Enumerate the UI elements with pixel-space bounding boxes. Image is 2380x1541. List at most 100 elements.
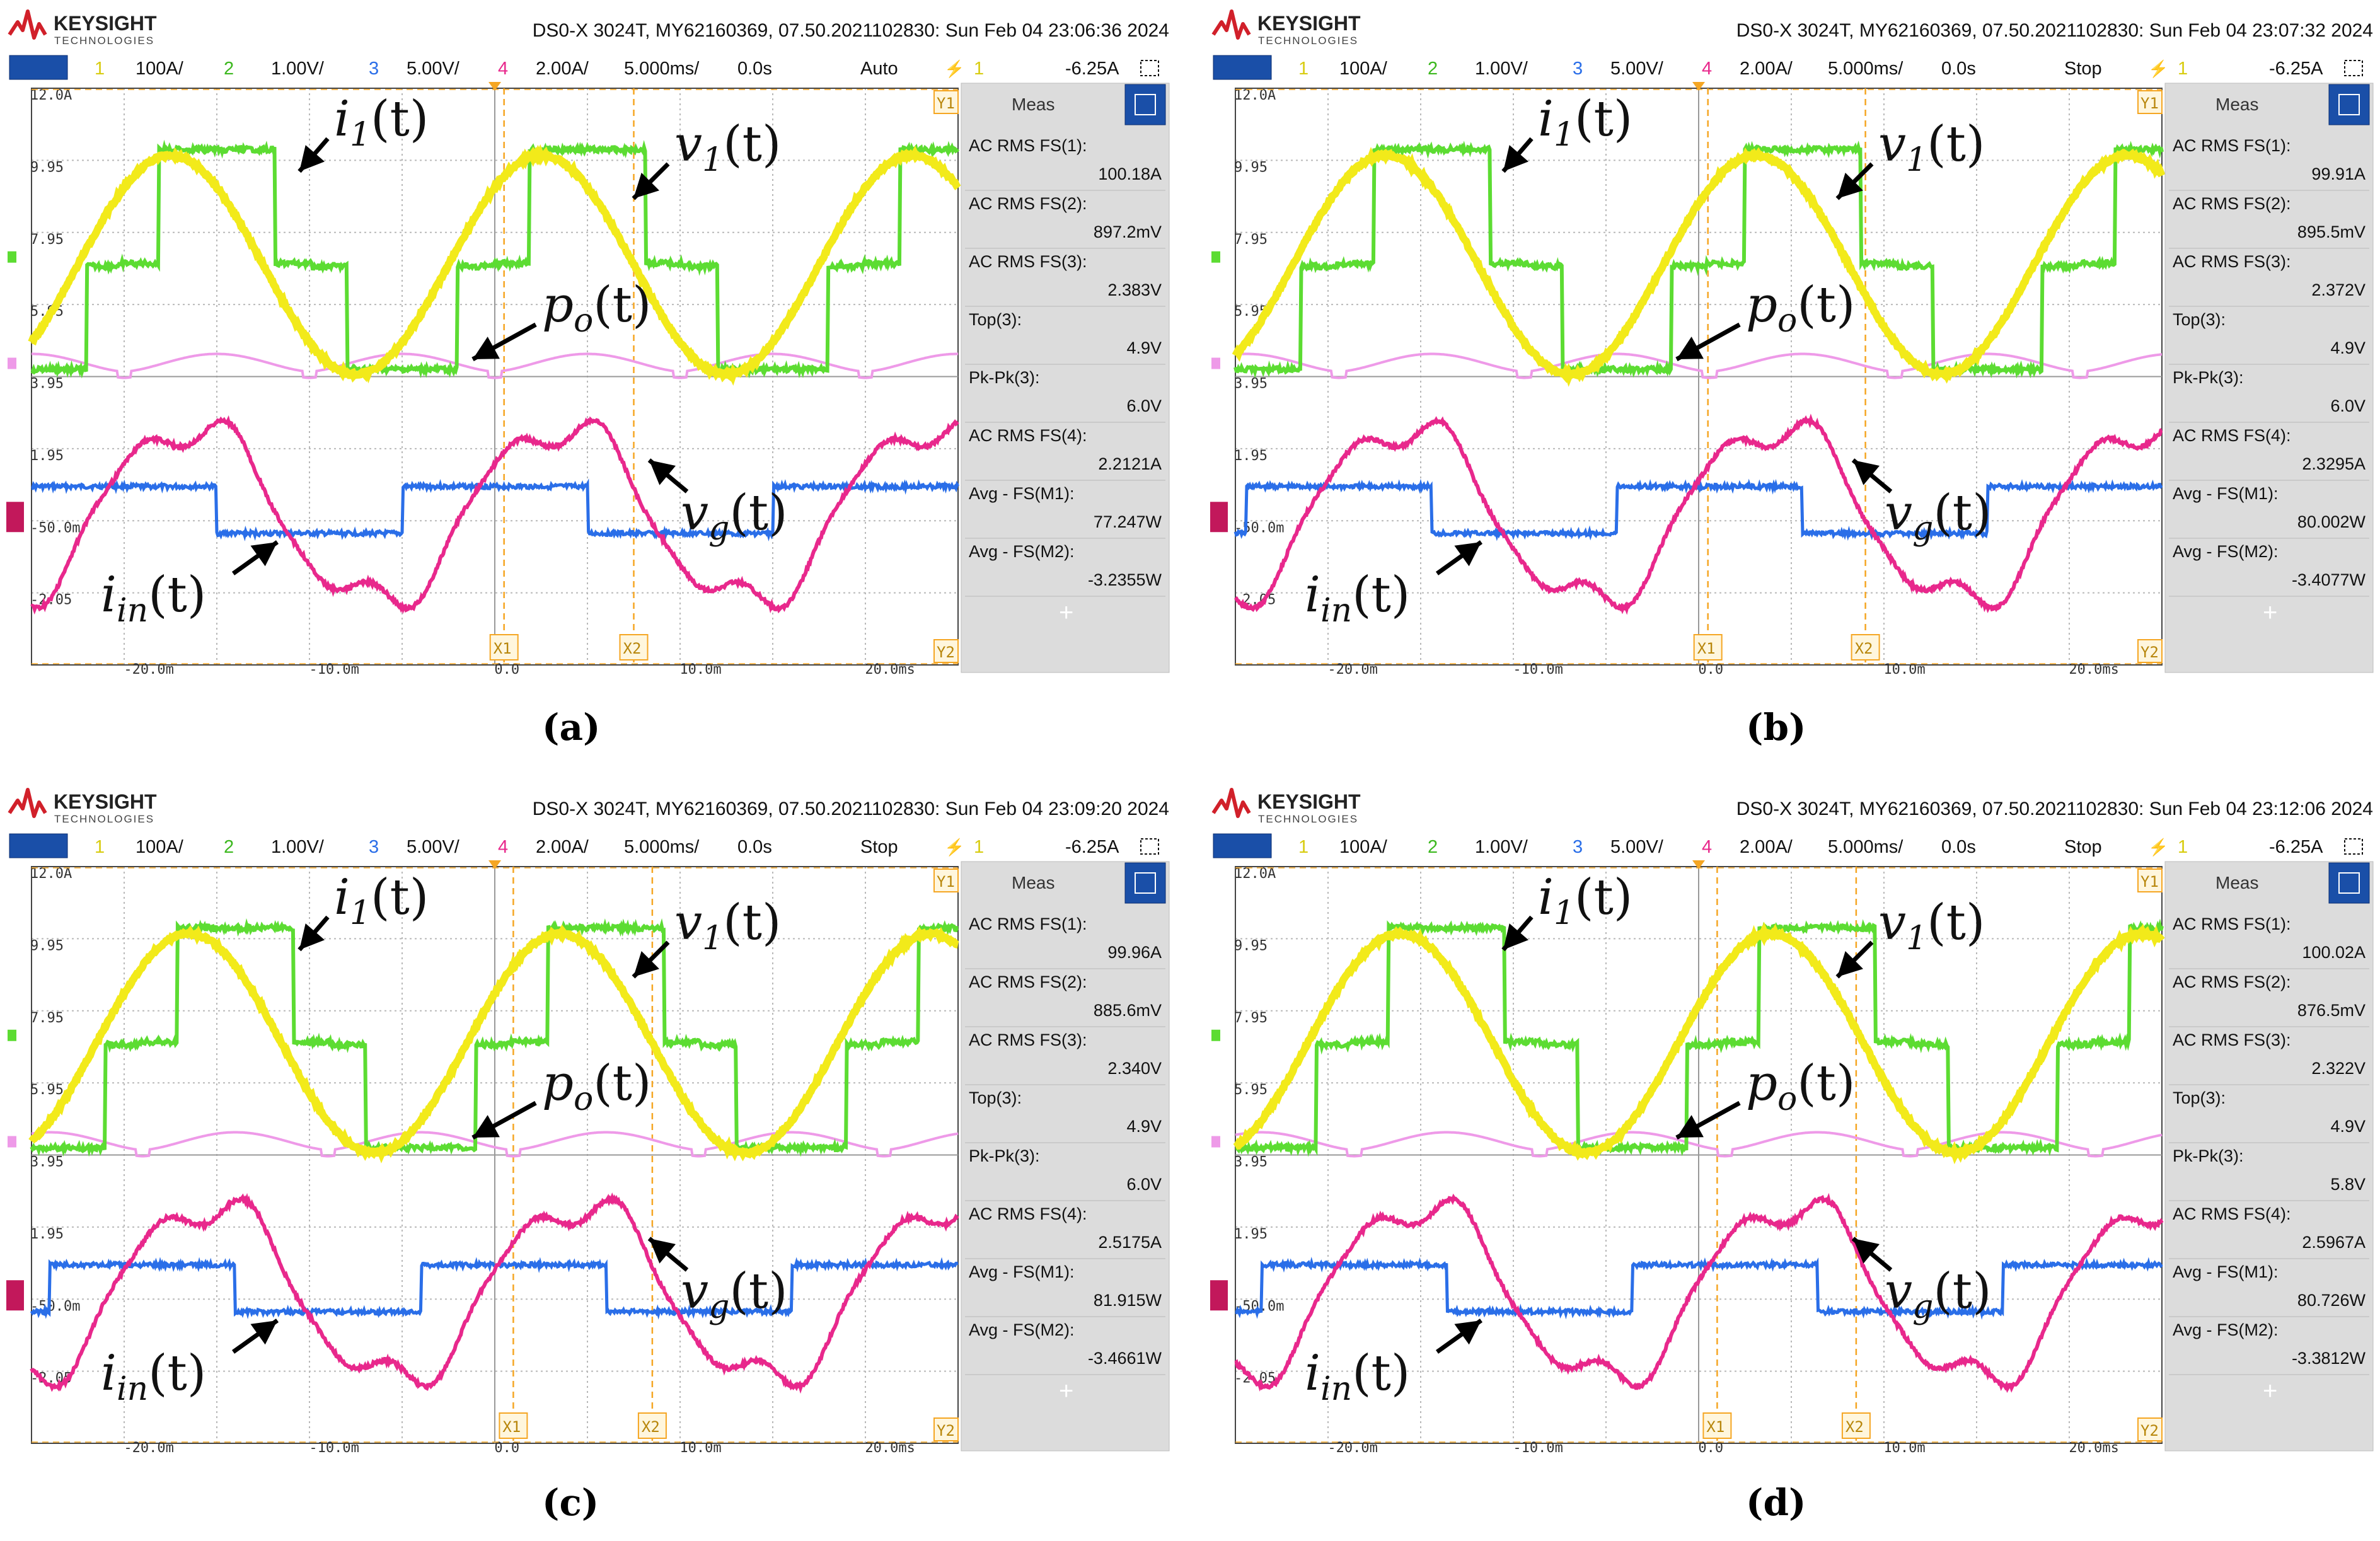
x-axis-label: -10.0m — [1513, 1440, 1563, 1456]
arrow-po — [471, 1100, 537, 1140]
meas-value: 77.247W — [1094, 512, 1162, 531]
arrow-iin — [1435, 1319, 1483, 1354]
meas-menu-button[interactable] — [1124, 84, 1166, 125]
meas-label: Pk-Pk(3): — [2173, 1146, 2244, 1165]
annotation-po: po(t) — [1746, 277, 1855, 340]
cursor-tag-x2[interactable] — [637, 1412, 667, 1439]
trigger-position-icon[interactable] — [488, 82, 501, 91]
annotation-v1: v1(t) — [1878, 894, 1985, 957]
meas-label: AC RMS FS(1): — [969, 915, 1087, 933]
ch2-ref-marker[interactable] — [8, 251, 16, 263]
marker-tag-Y1[interactable] — [2137, 90, 2163, 114]
meas-value: -3.4077W — [2292, 570, 2366, 589]
meas-value: 80.002W — [2297, 512, 2366, 531]
m1-ref-marker[interactable] — [8, 357, 16, 369]
y-axis-label: 7.95 — [30, 1010, 64, 1026]
ch4-ref-marker[interactable] — [1210, 502, 1228, 533]
scope-header: DS0-X 3024T, MY62160369, 07.50.202110283… — [533, 799, 1169, 819]
arrow-po — [1675, 1100, 1741, 1140]
marker-tag-Y1[interactable] — [933, 90, 959, 114]
channel-bar-item: 100A/ — [1339, 59, 1388, 79]
marker-tag-Y2[interactable] — [2137, 639, 2163, 663]
arrow-i1 — [1501, 915, 1534, 952]
channel-bar-item: 4 — [1702, 837, 1712, 857]
channel-bar-button[interactable] — [1213, 55, 1272, 80]
meas-menu-button[interactable] — [2328, 84, 2370, 125]
meas-menu-button[interactable] — [2328, 862, 2370, 904]
annotation-i1: i1(t) — [334, 869, 429, 932]
channel-bar-button[interactable] — [1213, 833, 1272, 858]
channel-bar-item: 1.00V/ — [271, 59, 325, 79]
zoom-box-icon[interactable] — [1140, 60, 1159, 76]
annotation-iin: iin(t) — [101, 1345, 206, 1408]
meas-value: 6.0V — [1126, 1175, 1162, 1194]
channel-bar-button[interactable] — [9, 833, 68, 858]
cursor-tag-x1[interactable] — [1693, 634, 1723, 661]
marker-tag-Y2[interactable] — [933, 1417, 959, 1441]
cursor-tag-x2[interactable] — [1841, 1412, 1871, 1439]
zoom-box-icon[interactable] — [2344, 838, 2363, 855]
trigger-position-icon[interactable] — [1692, 860, 1705, 869]
brand-sub: TECHNOLOGIES — [1258, 813, 1358, 825]
m1-ref-marker[interactable] — [1211, 357, 1220, 369]
zoom-box-icon[interactable] — [1140, 838, 1159, 855]
trace-po — [32, 352, 958, 379]
trigger-position-icon[interactable] — [488, 860, 501, 869]
ch2-ref-marker[interactable] — [8, 1029, 16, 1041]
y-axis-label: 12.0A — [30, 88, 72, 103]
channel-bar-button[interactable] — [9, 55, 68, 80]
trigger-position-icon[interactable] — [1692, 82, 1705, 91]
trace-v1 — [1233, 141, 2164, 379]
cursor-tag-x2[interactable] — [619, 634, 649, 661]
m1-ref-marker[interactable] — [1211, 1136, 1220, 1148]
meas-menu-icon — [2338, 94, 2360, 115]
add-measurement-button[interactable]: + — [1059, 599, 1073, 626]
y-axis-label: 3.95 — [1234, 376, 1268, 392]
meas-value: 100.18A — [1098, 164, 1162, 183]
channel-bar-item: 100A/ — [136, 59, 184, 79]
channel-bar-item: -6.25A — [1065, 59, 1119, 79]
channel-bar-item: 0.0s — [737, 59, 772, 79]
x-axis-label: 10.0m — [679, 1440, 721, 1456]
meas-title: Meas — [1012, 873, 1054, 892]
channel-bar-item: 1 — [95, 837, 105, 857]
annotation-iin: iin(t) — [1305, 1345, 1410, 1408]
cursor-tag-x2[interactable] — [1851, 634, 1880, 661]
marker-tag-Y1[interactable] — [933, 869, 959, 892]
cursor-tag-x1[interactable] — [1702, 1412, 1732, 1439]
ch2-ref-marker[interactable] — [1211, 1029, 1220, 1041]
cursor-tag-label: X2 — [1855, 640, 1873, 657]
channel-bar-item: 1.00V/ — [271, 837, 325, 857]
add-measurement-button[interactable]: + — [1059, 1377, 1073, 1405]
marker-tag-Y1[interactable] — [2137, 869, 2163, 892]
add-measurement-button[interactable]: + — [2263, 599, 2277, 626]
x-axis-label: -10.0m — [309, 1440, 359, 1456]
cursor-tag-x1[interactable] — [499, 1412, 528, 1439]
x-axis-label: -20.0m — [124, 1440, 173, 1456]
meas-menu-button[interactable] — [1124, 862, 1166, 904]
marker-tag-label: Y2 — [2140, 644, 2159, 661]
x-axis-label: -20.0m — [1327, 1440, 1377, 1456]
marker-tag-Y2[interactable] — [933, 639, 959, 663]
x-axis-label: 10.0m — [1883, 662, 1925, 678]
meas-value: 81.915W — [1094, 1291, 1162, 1310]
add-measurement-button[interactable]: + — [2263, 1377, 2277, 1405]
ch4-ref-marker[interactable] — [6, 502, 24, 533]
marker-tag-Y2[interactable] — [2137, 1417, 2163, 1441]
trace-iin — [30, 415, 959, 615]
ch4-ref-marker[interactable] — [6, 1280, 24, 1311]
zoom-box-icon[interactable] — [2344, 60, 2363, 76]
meas-value: 2.5175A — [1098, 1233, 1162, 1252]
m1-ref-marker[interactable] — [8, 1136, 16, 1148]
meas-label: Avg - FS(M2): — [2173, 542, 2279, 561]
y-axis-label: 12.0A — [1234, 866, 1276, 882]
annotation-vg: vg(t) — [1885, 485, 1992, 548]
channel-bar-item: Stop — [860, 837, 898, 857]
ch2-ref-marker[interactable] — [1211, 251, 1220, 263]
ch4-ref-marker[interactable] — [1210, 1280, 1228, 1311]
x-axis-label: -10.0m — [309, 662, 359, 678]
cursor-tag-x1[interactable] — [489, 634, 519, 661]
cursor-tag-label: X1 — [1706, 1418, 1724, 1436]
trace-i1 — [1232, 147, 2166, 387]
meas-sidebar — [2164, 83, 2374, 673]
